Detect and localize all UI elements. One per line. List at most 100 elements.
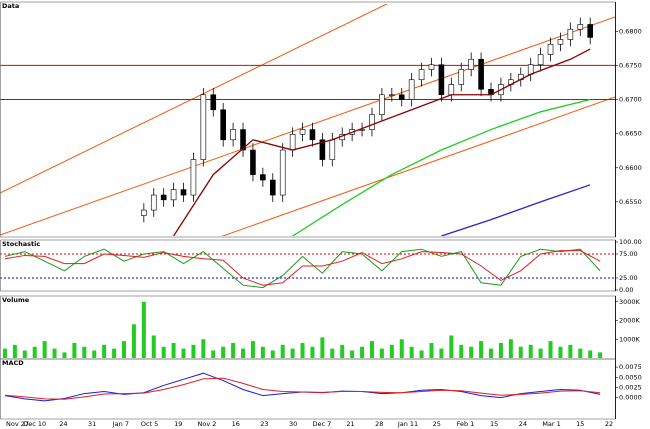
- indicator-line: [4, 250, 601, 286]
- volume-bar: [548, 341, 553, 358]
- candle-body: [448, 84, 455, 96]
- candle-body: [329, 139, 336, 160]
- x-tick-label: 22: [605, 420, 613, 428]
- volume-bar: [320, 337, 325, 358]
- candle-body: [220, 109, 226, 141]
- candle-body: [309, 129, 316, 141]
- volume-bar: [518, 346, 523, 358]
- candle-body: [418, 69, 425, 81]
- candle-body: [200, 94, 207, 160]
- volume-bar: [181, 348, 186, 358]
- y-tick-label: 3000K: [619, 298, 641, 306]
- y-tick-label: 0.0025: [619, 383, 642, 391]
- x-tick-label: 16: [232, 420, 240, 428]
- candle-body: [547, 43, 554, 55]
- volume-bar: [459, 344, 464, 358]
- volume-bar: [498, 343, 503, 358]
- volume-bar: [52, 348, 57, 358]
- candle-body: [260, 174, 266, 181]
- volume-bar: [42, 341, 47, 358]
- x-tick-label: Mar 1: [542, 420, 560, 428]
- volume-bar: [102, 344, 107, 358]
- y-tick-label: 0.0050: [619, 373, 642, 381]
- y-tick-label: 0.6800: [619, 27, 642, 35]
- candle-body: [279, 149, 286, 196]
- panel-title: Stochastic: [2, 240, 40, 248]
- volume-bar: [231, 343, 236, 358]
- volume-bar: [171, 343, 176, 358]
- candle-body: [150, 194, 157, 211]
- y-tick-label: 0.6550: [619, 198, 642, 206]
- volume-bar: [2, 348, 7, 358]
- volume-bar: [12, 344, 17, 358]
- x-tick-label: Nov 27: [6, 420, 29, 428]
- volume-bar: [141, 301, 146, 358]
- volume-bar: [330, 348, 335, 358]
- candle-body: [190, 159, 197, 196]
- y-tick-label: 100.00: [619, 238, 642, 246]
- x-tick-label: 15: [490, 420, 498, 428]
- volume-bar: [260, 346, 265, 358]
- candle-body: [557, 39, 564, 45]
- candle-body: [240, 129, 246, 151]
- candle-body: [408, 79, 415, 100]
- x-tick-label: 23: [260, 420, 268, 428]
- volume-bar: [82, 346, 87, 358]
- volume-bar: [389, 344, 394, 358]
- y-tick-label: 0.0075: [619, 363, 642, 371]
- candle-body: [141, 209, 147, 216]
- panel-title: Volume: [2, 296, 30, 304]
- candle-body: [398, 94, 405, 100]
- volume-bar: [399, 339, 404, 358]
- candle-body: [180, 189, 187, 196]
- volume-bar: [568, 344, 573, 358]
- volume-bar: [151, 335, 156, 358]
- panel: [0, 17, 615, 236]
- volume-bar: [241, 348, 246, 358]
- volume-bar: [92, 350, 97, 358]
- x-tick-label: Dec 10: [23, 420, 46, 428]
- volume-bar: [22, 350, 27, 358]
- x-tick-label: Oct 5: [141, 420, 158, 428]
- y-tick-label: 2000K: [619, 317, 641, 325]
- candle-body: [210, 94, 217, 111]
- volume-bar: [598, 352, 603, 358]
- y-tick-label: 0.00: [619, 286, 633, 294]
- panel-title: MACD: [2, 359, 24, 367]
- volume-bar: [489, 348, 494, 358]
- moving-average: [173, 48, 591, 236]
- x-tick-label: Jan 11: [397, 420, 418, 428]
- x-tick-label: 24: [59, 420, 67, 428]
- candle-body: [299, 129, 306, 135]
- volume-bar: [508, 339, 513, 358]
- volume-bar: [270, 350, 275, 358]
- x-tick-label: 19: [174, 420, 182, 428]
- volume-bar: [360, 346, 365, 358]
- volume-bar: [280, 344, 285, 358]
- panel: [0, 248, 615, 289]
- indicator-line: [4, 377, 601, 400]
- y-tick-label: 25.00: [619, 274, 638, 282]
- volume-bar: [250, 341, 255, 358]
- volume-bar: [350, 350, 355, 358]
- x-tick-label: 31: [88, 420, 96, 428]
- volume-bar: [300, 343, 305, 358]
- x-tick-label: Jan 7: [112, 420, 129, 428]
- candle-body: [250, 149, 256, 175]
- y-tick-label: 0.6750: [619, 61, 642, 69]
- y-tick-label: 1000K: [619, 335, 641, 343]
- candle-body: [458, 69, 465, 85]
- volume-bar: [32, 346, 37, 358]
- volume-bar: [578, 348, 583, 358]
- volume-bar: [221, 346, 226, 358]
- candle-body: [230, 129, 236, 141]
- volume-bar: [588, 350, 593, 358]
- volume-bar: [161, 346, 166, 358]
- volume-bar: [211, 350, 216, 358]
- volume-bar: [72, 343, 77, 358]
- volume-bar: [379, 348, 384, 358]
- volume-bar: [112, 348, 117, 358]
- candle-body: [527, 64, 534, 75]
- trendline: [221, 96, 615, 236]
